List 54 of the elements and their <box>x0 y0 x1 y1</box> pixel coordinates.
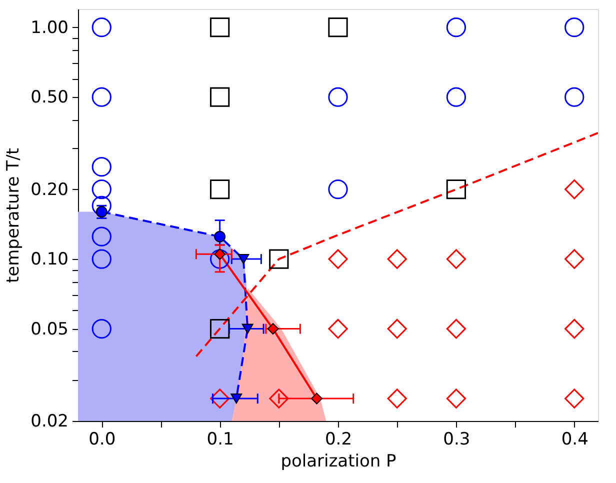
point <box>92 249 112 269</box>
point <box>564 388 584 408</box>
x-tick-label: 0.4 <box>561 430 588 450</box>
point <box>446 179 466 200</box>
point <box>387 249 407 269</box>
y-tick-label: 0.10 <box>30 250 68 270</box>
point <box>210 18 230 38</box>
point <box>446 388 466 408</box>
point <box>328 318 348 339</box>
point <box>328 87 348 107</box>
point <box>210 318 230 339</box>
point <box>310 392 322 404</box>
point <box>210 388 230 408</box>
point <box>92 87 112 107</box>
point <box>446 18 466 38</box>
point <box>328 18 348 38</box>
point <box>564 18 584 38</box>
point <box>387 318 407 339</box>
point <box>269 388 289 408</box>
y-axis-title: temperature T/t <box>4 148 24 284</box>
point <box>328 249 348 269</box>
point <box>564 179 584 200</box>
point <box>446 318 466 339</box>
point <box>92 196 112 216</box>
point <box>242 324 254 334</box>
x-tick-label: 0.1 <box>206 430 234 450</box>
point <box>446 87 466 107</box>
point <box>210 179 230 200</box>
x-tick-label: 0.0 <box>88 430 116 450</box>
point <box>564 87 584 107</box>
y-tick-label: 0.05 <box>30 319 68 340</box>
point <box>564 249 584 269</box>
point <box>267 323 279 335</box>
x-tick-label: 0.3 <box>443 430 470 450</box>
y-tick-label: 0.02 <box>30 412 68 432</box>
point <box>210 87 230 107</box>
point <box>92 179 112 200</box>
point <box>230 394 242 404</box>
y-tick-label: 1.00 <box>30 18 68 38</box>
point <box>269 249 289 269</box>
x-tick-label: 0.2 <box>324 430 352 450</box>
point <box>328 179 348 200</box>
point <box>92 226 112 246</box>
point <box>214 230 226 242</box>
x-axis-title: polarization P <box>280 452 396 472</box>
point <box>564 318 584 339</box>
point <box>238 254 250 264</box>
point <box>446 249 466 269</box>
y-tick-label: 0.50 <box>30 88 68 108</box>
point <box>92 18 112 38</box>
point <box>92 157 112 177</box>
y-tick-label: 0.20 <box>30 180 68 200</box>
point <box>387 388 407 408</box>
point <box>92 318 112 339</box>
